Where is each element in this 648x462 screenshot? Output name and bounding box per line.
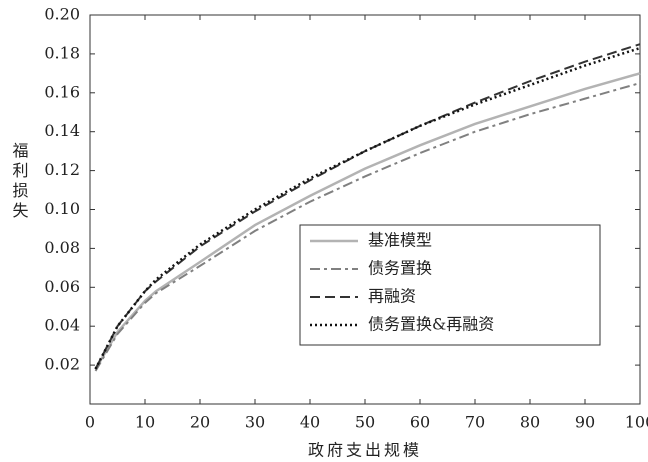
y-axis-label: 福利损失: [10, 142, 29, 222]
y-tick-label: 0.14: [44, 121, 80, 140]
legend-label: 再融资: [368, 287, 416, 306]
y-tick-label: 0.20: [44, 5, 80, 24]
legend-label: 债务置换: [368, 259, 432, 278]
y-tick-label: 0.12: [44, 160, 80, 179]
y-tick-label: 0.04: [44, 316, 80, 335]
y-tick-label: 0.18: [44, 43, 80, 62]
x-tick-label: 50: [355, 413, 375, 432]
legend-label: 债务置换&再融资: [368, 315, 494, 334]
x-tick-label: 40: [300, 413, 320, 432]
series-line: [94, 82, 641, 372]
series-line: [94, 43, 641, 370]
legend-label: 基准模型: [368, 231, 432, 250]
x-tick-label: 60: [410, 413, 430, 432]
y-tick-label: 0.06: [44, 277, 80, 296]
x-tick-label: 0: [85, 413, 95, 432]
x-tick-label: 20: [190, 413, 210, 432]
y-tick-label: 0.10: [44, 199, 80, 218]
x-tick-label: 80: [520, 413, 540, 432]
x-tick-label: 90: [575, 413, 595, 432]
series-line: [94, 72, 641, 370]
x-tick-label: 10: [135, 413, 155, 432]
y-tick-label: 0.08: [44, 238, 80, 257]
x-tick-label: 100: [625, 413, 648, 432]
plot-frame: [89, 14, 641, 405]
x-axis-label: 政府支出规模: [308, 441, 422, 460]
x-tick-label: 70: [465, 413, 485, 432]
y-tick-label: 0.16: [44, 82, 80, 101]
y-tick-label: 0.02: [44, 355, 80, 374]
x-tick-label: 30: [245, 413, 265, 432]
